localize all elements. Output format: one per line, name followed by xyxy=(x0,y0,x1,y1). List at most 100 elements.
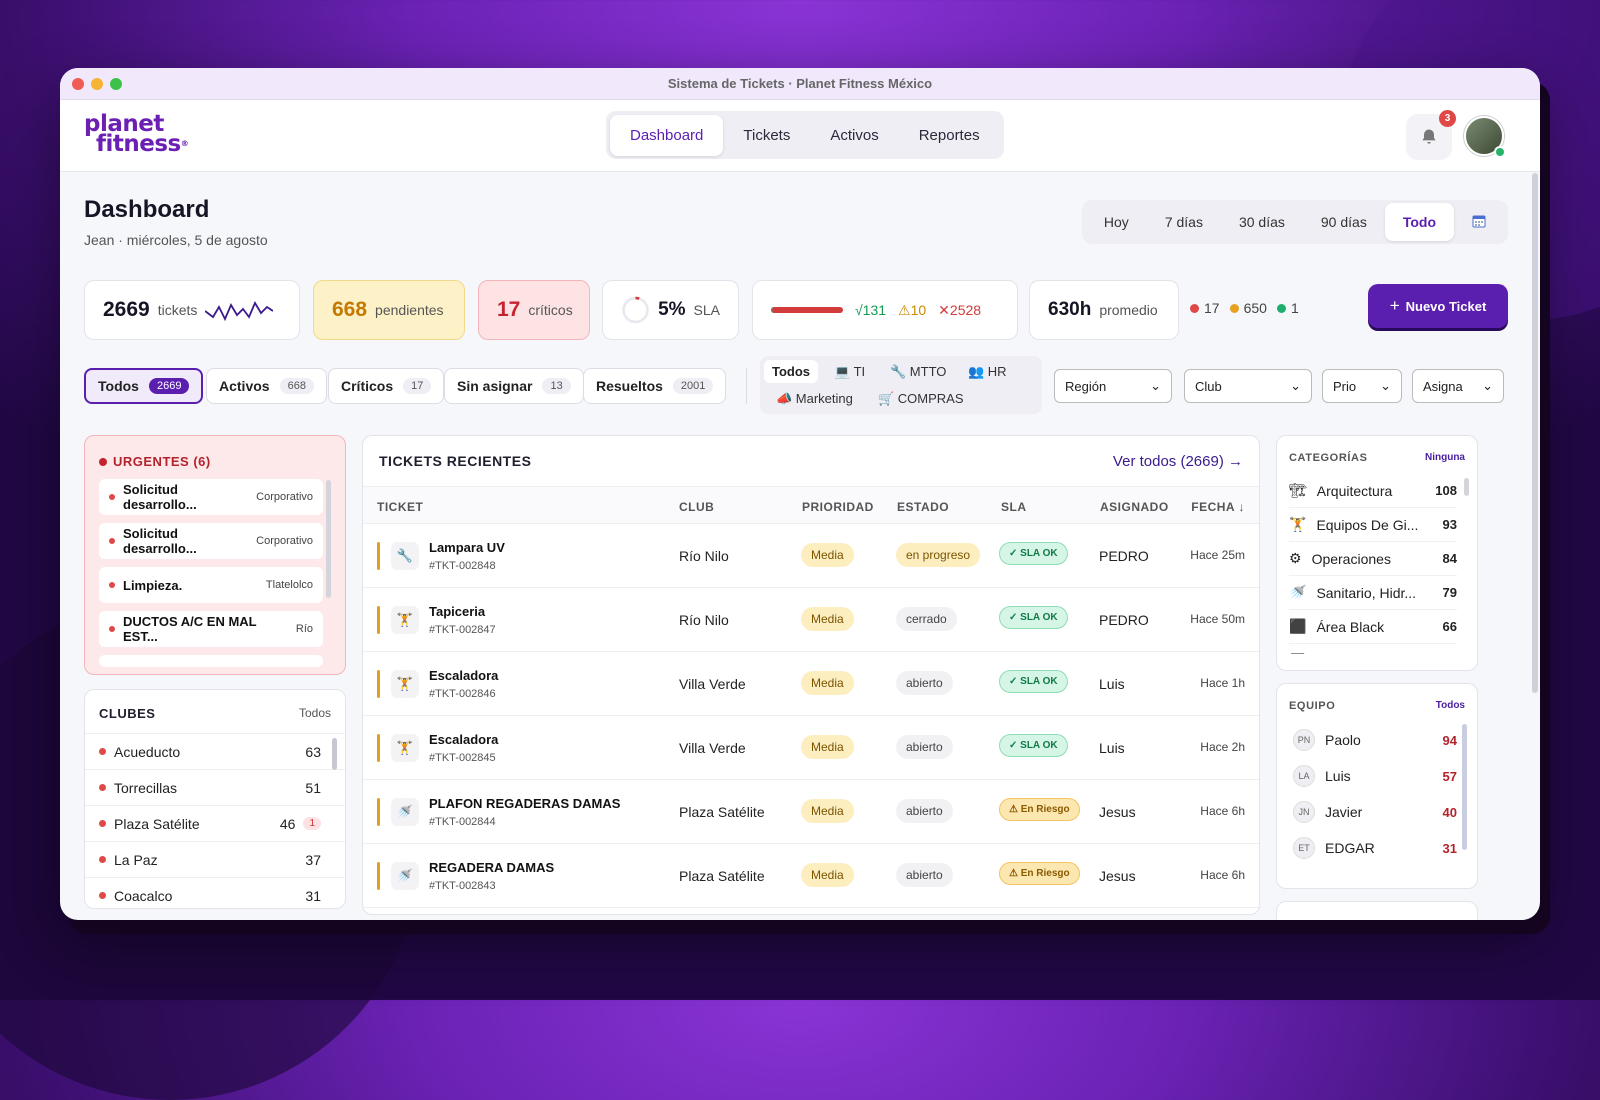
team-all-link[interactable]: Todos xyxy=(1435,700,1465,711)
category-name: Operaciones xyxy=(1311,550,1391,567)
club-item[interactable]: La Paz 37 xyxy=(85,842,345,878)
range-90-dias[interactable]: 90 días xyxy=(1320,214,1367,230)
kpi-outcomes[interactable]: √131 ⚠10 ✕2528 xyxy=(752,280,1018,340)
kpi-promedio[interactable]: 630h promedio xyxy=(1029,280,1179,340)
filter-label: Sin asignar xyxy=(457,378,533,394)
window-titlebar: Sistema de Tickets · Planet Fitness Méxi… xyxy=(60,68,1540,100)
dept-hr[interactable]: 👥 HR xyxy=(968,364,1007,379)
tab-reportes[interactable]: Reportes xyxy=(918,126,980,144)
team-member[interactable]: PN Paolo 94 xyxy=(1293,722,1457,758)
bell-icon xyxy=(1422,129,1436,144)
view-all-link[interactable]: Ver todos (2669) → xyxy=(1112,452,1243,470)
planet-fitness-logo[interactable]: planet fitness® xyxy=(84,111,189,157)
category-icon: 🚿 xyxy=(1289,584,1307,600)
ticket-row[interactable]: 🚿 PLAFON REGADERAS DAMAS #TKT-002844 Plaza … xyxy=(363,780,1259,844)
col-asignado[interactable]: ASIGNADO xyxy=(1100,500,1169,514)
category-item[interactable]: ⚙ Operaciones 84 xyxy=(1289,542,1457,576)
col-prioridad[interactable]: PRIORIDAD xyxy=(802,500,874,514)
tab-activos[interactable]: Activos xyxy=(830,126,879,144)
priority-bar xyxy=(377,862,380,890)
member-count: 40 xyxy=(1442,804,1457,820)
club-count: 51 xyxy=(305,779,321,796)
urgent-item[interactable]: Solicitud desarrollo... Corporativo xyxy=(99,479,323,515)
ticket-row[interactable]: 🏋 Tapiceria #TKT-002847 Río Nilo Media cerrad… xyxy=(363,588,1259,652)
window-title: Sistema de Tickets · Planet Fitness Méxi… xyxy=(667,76,933,91)
col-club[interactable]: CLUB xyxy=(679,500,715,514)
team-member[interactable]: ET EDGAR 31 xyxy=(1293,830,1457,866)
kpi-sla[interactable]: 5% SLA xyxy=(602,280,739,340)
ticket-name: Escaladora xyxy=(429,732,499,747)
club-item[interactable]: Torrecillas 51 xyxy=(85,770,345,806)
maximize-window-button[interactable] xyxy=(110,78,122,90)
ticket-category-icon: 🚿 xyxy=(391,862,419,890)
team-scrollbar[interactable] xyxy=(1462,724,1467,850)
dept-todos[interactable]: Todos xyxy=(764,360,819,383)
club-select[interactable]: Club ⌄ xyxy=(1184,369,1312,403)
urgent-item[interactable]: DUCTOS A/C EN MAL EST... Río xyxy=(99,611,323,647)
col-estado[interactable]: ESTADO xyxy=(897,500,950,514)
calendar-button[interactable] xyxy=(1454,203,1504,242)
col-ticket[interactable]: TICKET xyxy=(377,500,424,514)
filter-label: Activos xyxy=(219,378,270,394)
member-name: EDGAR xyxy=(1325,840,1375,856)
tab-dashboard[interactable]: Dashboard xyxy=(610,114,724,156)
assignee-select[interactable]: Asigna ⌄ xyxy=(1412,369,1504,403)
clubs-scrollbar[interactable] xyxy=(332,738,337,770)
chevron-down-icon: ⌄ xyxy=(1380,378,1391,393)
range-7-dias[interactable]: 7 días xyxy=(1164,214,1203,230)
club-item[interactable]: Plaza Satélite 46 1 xyxy=(85,806,345,842)
col-fecha[interactable]: FECHA ↓ xyxy=(1191,500,1245,514)
category-item[interactable]: 🏋 Equipos De Gi... 93 xyxy=(1289,508,1457,542)
member-avatar: ET xyxy=(1293,837,1315,859)
category-item[interactable]: 🏗 Arquitectura 108 xyxy=(1289,474,1457,508)
clubs-all-link[interactable]: Todos xyxy=(298,706,331,720)
category-item[interactable]: 🚿 Sanitario, Hidr... 79 xyxy=(1289,576,1457,610)
kpi-tickets[interactable]: 2669 tickets xyxy=(84,280,300,340)
category-item[interactable]: 🖥 Pantallas 38 xyxy=(1289,644,1457,654)
ticket-category-icon: 🏋 xyxy=(391,670,419,698)
range-hoy[interactable]: Hoy xyxy=(1103,214,1129,230)
ticket-row[interactable]: 🚿 REGADERA DAMAS #TKT-002843 Plaza Satélite… xyxy=(363,844,1259,908)
calendar-icon xyxy=(1472,215,1486,227)
club-item[interactable]: Acueducto 63 xyxy=(85,734,345,770)
notifications-button[interactable]: 3 xyxy=(1406,110,1456,160)
dept-marketing[interactable]: 📣 Marketing xyxy=(776,391,853,406)
team-member[interactable]: JN Javier 40 xyxy=(1293,794,1457,830)
filter-activos[interactable]: Activos 668 xyxy=(206,368,327,404)
page-scrollbar[interactable] xyxy=(1532,173,1538,693)
col-sla[interactable]: SLA xyxy=(1001,500,1027,514)
ticket-row[interactable]: 🏋 Escaladora #TKT-002846 Villa Verde Media ab… xyxy=(363,652,1259,716)
sla-badge: ⚠ En Riesgo xyxy=(999,798,1080,821)
kpi-pendientes[interactable]: 668 pendientes xyxy=(313,280,465,340)
urgent-item[interactable]: Limpieza. Tlatelolco xyxy=(99,567,323,603)
ticket-row[interactable]: 🔧 Lampara UV #TKT-002848 Río Nilo Media en pr… xyxy=(363,524,1259,588)
notification-count-badge: 3 xyxy=(1439,110,1456,127)
filter-todos[interactable]: Todos 2669 xyxy=(84,368,204,404)
tab-tickets[interactable]: Tickets xyxy=(743,126,791,144)
dept-ti[interactable]: 💻 TI xyxy=(834,364,866,379)
filter-sin-asignar[interactable]: Sin asignar 13 xyxy=(444,368,584,404)
club-item[interactable]: Coacalco 31 xyxy=(85,878,345,908)
filter-resueltos[interactable]: Resueltos 2001 xyxy=(583,368,727,404)
ticket-row[interactable]: 🏋 Escaladora #TKT-002845 Villa Verde Media ab… xyxy=(363,716,1259,780)
category-item[interactable]: ⬛ Área Black 66 xyxy=(1289,610,1457,644)
filter-criticos[interactable]: Críticos 17 xyxy=(328,368,445,404)
team-member[interactable]: LA Luis 57 xyxy=(1293,758,1457,794)
priority-select[interactable]: Prio ⌄ xyxy=(1322,369,1402,403)
range-30-dias[interactable]: 30 días xyxy=(1238,214,1285,230)
minimize-window-button[interactable] xyxy=(91,78,103,90)
region-select[interactable]: Región ⌄ xyxy=(1054,369,1172,403)
close-window-button[interactable] xyxy=(72,78,84,90)
dept-mtto[interactable]: 🔧 MTTO xyxy=(890,364,947,379)
dept-compras[interactable]: 🛒 COMPRAS xyxy=(878,391,964,406)
range-todo[interactable]: Todo xyxy=(1384,203,1454,241)
user-avatar[interactable] xyxy=(1464,116,1506,158)
urgent-scrollbar[interactable] xyxy=(326,480,331,598)
urgent-item[interactable]: Solicitud desarrollo... Corporativo xyxy=(99,523,323,559)
new-ticket-button[interactable]: + Nuevo Ticket xyxy=(1368,284,1508,328)
kpi-criticos[interactable]: 17 críticos xyxy=(478,280,590,340)
priority-badge: Media xyxy=(801,671,854,695)
categories-scrollbar[interactable] xyxy=(1464,478,1469,496)
categories-clear-link[interactable]: Ninguna xyxy=(1425,452,1465,463)
priority-dot-summary: 17 650 1 xyxy=(1190,300,1299,316)
